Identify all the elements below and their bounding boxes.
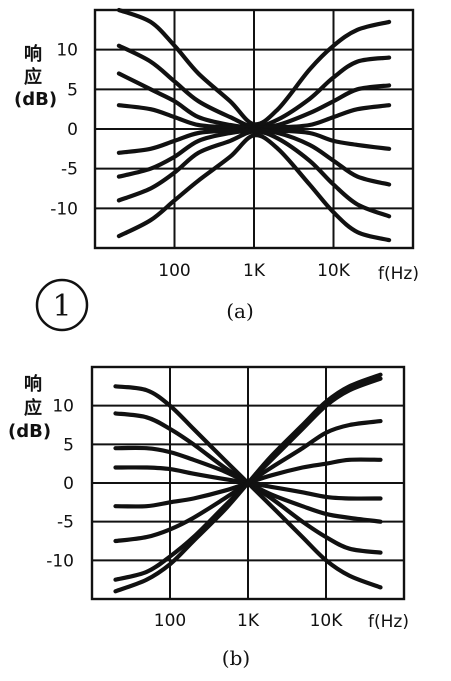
- panel-label-a: (a): [226, 299, 254, 323]
- figure-number: 1: [52, 289, 71, 324]
- y-tick-label-a-2: 0: [67, 120, 78, 140]
- response-curve-a-7: [116, 133, 392, 243]
- chart-panel-b: 响 应 (dB) 10 5 0 -5 -10 100 1K 10K f(Hz) (b): [8, 365, 409, 670]
- figure-number-circle: [35, 278, 89, 332]
- response-curve-a-6: [116, 129, 392, 219]
- y-tick-label-b-1: 5: [63, 435, 74, 455]
- x-axis-unit-a: f(Hz): [378, 264, 419, 284]
- y-axis-label-a-line1: 响: [24, 43, 42, 65]
- y-axis-unit-a: (dB): [14, 89, 57, 110]
- chart-panel-a: 响 应 (dB) 10 5 0 -5 -10 100 1K 10K f(Hz) 1 (a): [14, 7, 419, 332]
- y-tick-label-b-0: 10: [52, 397, 74, 417]
- y-axis-unit-b: (dB): [8, 421, 51, 442]
- y-tick-label-a-3: -5: [61, 160, 78, 180]
- x-tick-labels-a: 100 1K 10K: [158, 261, 350, 281]
- x-tick-label-b-1: 1K: [237, 611, 260, 631]
- response-curve-b-7: [113, 372, 383, 594]
- x-tick-label-a-2: 10K: [317, 261, 351, 281]
- curves-b: [113, 372, 383, 594]
- x-tick-label-b-2: 10K: [310, 611, 344, 631]
- x-tick-label-b-0: 100: [154, 611, 186, 631]
- x-tick-labels-b: 100 1K 10K: [154, 611, 343, 631]
- x-axis-unit-b: f(Hz): [368, 612, 409, 632]
- y-tick-label-b-4: -10: [46, 551, 74, 571]
- y-axis-label-b-line1: 响: [24, 373, 42, 395]
- y-tick-label-a-0: 10: [56, 41, 78, 61]
- y-tick-labels-b: 10 5 0 -5 -10: [46, 397, 74, 572]
- y-tick-label-b-2: 0: [63, 474, 74, 494]
- y-tick-label-a-4: -10: [50, 199, 78, 219]
- panel-label-b: (b): [222, 646, 250, 670]
- y-tick-labels-a: 10 5 0 -5 -10: [50, 41, 78, 220]
- response-curve-a-0: [116, 7, 392, 127]
- y-tick-label-b-3: -5: [57, 513, 74, 533]
- x-tick-label-a-0: 100: [158, 261, 190, 281]
- plot-frame-b: [90, 365, 406, 601]
- plot-frame-a: [93, 8, 415, 250]
- y-axis-label-a-line2: 应: [24, 66, 42, 88]
- curves-a: [116, 7, 392, 243]
- x-tick-label-a-1: 1K: [243, 261, 266, 281]
- y-axis-label-b-line2: 应: [24, 397, 42, 419]
- y-tick-label-a-1: 5: [67, 80, 78, 100]
